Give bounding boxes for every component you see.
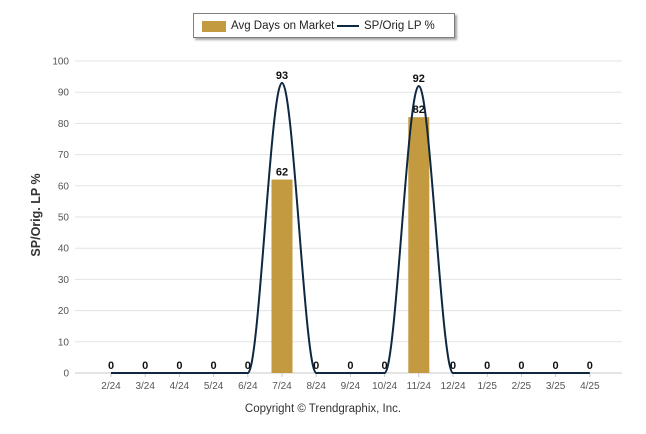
bar-11-24 [408, 117, 430, 373]
y-tick-label: 20 [58, 306, 70, 317]
legend-item-sp-orig: SP/Orig LP % [337, 19, 435, 33]
x-tick-label: 4/24 [170, 381, 190, 392]
line-series [111, 81, 590, 374]
chart-legend: Avg Days on Market SP/Orig LP % [193, 13, 455, 38]
y-tick-label: 90 [58, 88, 70, 99]
line-value-label: 0 [176, 360, 182, 372]
bar-7-24 [271, 179, 293, 373]
legend-item-avg-days: Avg Days on Market [202, 19, 334, 33]
x-tick-label: 6/24 [238, 381, 258, 392]
x-tick-label: 2/25 [512, 381, 532, 392]
y-axis: 0 10 20 30 40 50 60 70 80 90 100 [52, 57, 69, 380]
line-value-label: 0 [553, 360, 559, 372]
line-value-label: 0 [382, 360, 388, 372]
legend-bar-label: Avg Days on Market [231, 20, 335, 32]
x-tick-label: 5/24 [204, 381, 224, 392]
legend-line-label: SP/Orig LP % [364, 20, 435, 32]
line-value-label: 0 [142, 360, 148, 372]
line-value-label: 0 [245, 360, 251, 372]
legend-bar-swatch [202, 20, 226, 32]
line-value-label: 0 [211, 360, 217, 372]
x-tick-label: 9/24 [341, 381, 361, 392]
x-tick-label: 8/24 [306, 381, 326, 392]
bar-value-label: 62 [276, 167, 288, 179]
y-tick-label: 50 [58, 213, 70, 224]
data-labels: 0 0 0 0 0 93 62 0 0 0 92 82 0 0 0 0 0 [108, 70, 593, 372]
y-tick-label: 30 [58, 275, 70, 286]
x-tick-label: 10/24 [372, 381, 397, 392]
y-tick-label: 10 [58, 337, 70, 348]
bar-series [271, 117, 430, 373]
x-tick-label: 7/24 [272, 381, 292, 392]
y-tick-label: 80 [58, 119, 70, 130]
y-tick-label: 0 [63, 369, 69, 380]
line-value-label: 0 [450, 360, 456, 372]
bar-value-label: 82 [413, 104, 425, 116]
legend-line-swatch [337, 25, 359, 27]
line-value-label: 0 [313, 360, 319, 372]
line-value-label: 92 [413, 73, 425, 85]
line-sp-orig-lp [111, 81, 590, 374]
x-tick-label: 11/24 [407, 381, 432, 392]
x-tick-label: 1/25 [477, 381, 497, 392]
line-value-label: 0 [518, 360, 524, 372]
line-value-label: 0 [108, 360, 114, 372]
x-tick-label: 12/24 [440, 381, 465, 392]
copyright-text: Copyright © Trendgraphix, Inc. [244, 403, 402, 415]
x-tick-label: 4/25 [580, 381, 600, 392]
x-tick-label: 2/24 [101, 381, 121, 392]
combo-chart: 0 10 20 30 40 50 60 70 80 90 100 2/24 3/24 4/24 5/24 6… [29, 57, 622, 392]
y-axis-title: SP/Orig. LP % [29, 173, 43, 256]
y-tick-label: 70 [58, 150, 70, 161]
y-tick-label: 60 [58, 181, 70, 192]
x-tick-label: 3/24 [135, 381, 155, 392]
x-tick-label: 3/25 [546, 381, 566, 392]
line-value-label: 0 [587, 360, 593, 372]
y-tick-label: 100 [52, 57, 69, 68]
gridlines [75, 60, 622, 343]
y-tick-label: 40 [58, 244, 70, 255]
line-value-label: 0 [484, 360, 490, 372]
line-value-label: 93 [276, 70, 288, 82]
line-value-label: 0 [347, 360, 353, 372]
x-axis: 2/24 3/24 4/24 5/24 6/24 7/24 8/24 9/24 10/24 11/… [75, 372, 622, 392]
